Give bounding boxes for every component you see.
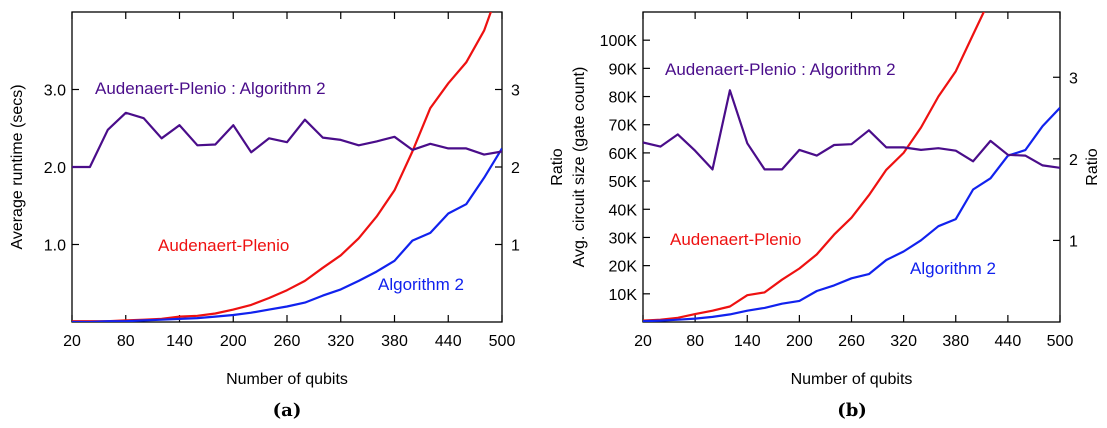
y-tick-label: 70K (609, 118, 638, 135)
audenaert-plenio-series-line (72, 12, 492, 322)
label-audenaert-plenio: Audenaert-Plenio (158, 236, 289, 255)
x-tick-label: 80 (686, 333, 704, 350)
x-tick-label: 140 (166, 333, 193, 350)
y2-tick-label: 1 (1069, 233, 1078, 250)
x-tick-label: 320 (327, 333, 354, 350)
x-tick-label: 260 (274, 333, 301, 350)
y2-tick-label: 2 (1069, 152, 1078, 169)
y2-tick-label: 1 (511, 238, 520, 255)
y-tick-label: 80K (609, 90, 638, 107)
ratio-series-line (643, 89, 1060, 171)
y-axis-title: Avg. circuit size (gate count) (571, 67, 588, 268)
y2-axis-title: Ratio (549, 148, 566, 185)
x-tick-label: 80 (117, 333, 135, 350)
x-axis-title: Number of qubits (791, 371, 913, 388)
y-tick-label: 2.0 (44, 160, 66, 177)
y2-axis-title: Ratio (1084, 148, 1101, 185)
y-axis-title: Average runtime (secs) (9, 84, 26, 249)
y-tick-label: 10K (609, 287, 638, 304)
chart-b: 20 80 140 200 260 320 380 440 500 10K 20K 30K 40K 50K… (571, 11, 1101, 421)
x-tick-label: 380 (942, 333, 969, 350)
algorithm-2-series-line (72, 147, 502, 322)
x-tick-label: 500 (489, 333, 516, 350)
x-tick-label: 440 (435, 333, 462, 350)
y-tick-label: 50K (609, 174, 638, 191)
audenaert-plenio-series-line (643, 12, 986, 322)
x-axis-title: Number of qubits (226, 371, 348, 388)
y-tick-label: 100K (600, 33, 638, 50)
plot-frame (642, 11, 1061, 323)
y-tick-label: 3.0 (44, 83, 66, 100)
plot-area (643, 12, 1060, 322)
x-tick-label: 200 (786, 333, 813, 350)
y2-tick-label: 3 (511, 83, 520, 100)
y-tick-label: 90K (609, 61, 638, 78)
label-algorithm-2: Algorithm 2 (378, 275, 464, 294)
x-tick-label: 320 (890, 333, 917, 350)
chart-a: 20 80 140 200 260 320 380 440 500 1.0 2.0 3.0 1 2 3 Aud… (9, 11, 566, 421)
x-tick-label: 20 (63, 333, 81, 350)
x-tick-label: 440 (995, 333, 1022, 350)
x-tick-label: 500 (1047, 333, 1074, 350)
y-tick-label: 40K (609, 202, 638, 219)
y2-tick-label: 3 (1069, 70, 1078, 87)
x-tick-label: 260 (838, 333, 865, 350)
label-ratio: Audenaert-Plenio : Algorithm 2 (95, 79, 326, 98)
algorithm-2-series-line (643, 107, 1060, 322)
ratio-series-line (72, 111, 502, 169)
panel-caption: (a) (273, 400, 302, 421)
label-ratio: Audenaert-Plenio : Algorithm 2 (665, 60, 896, 79)
x-tick-label: 140 (734, 333, 761, 350)
label-algorithm-2: Algorithm 2 (910, 259, 996, 278)
y2-tick-label: 2 (511, 160, 520, 177)
label-audenaert-plenio: Audenaert-Plenio (670, 230, 801, 249)
x-tick-label: 200 (220, 333, 247, 350)
x-tick-label: 20 (634, 333, 652, 350)
x-tick-label: 380 (381, 333, 408, 350)
y-tick-label: 60K (609, 146, 638, 163)
y-tick-label: 1.0 (44, 238, 66, 255)
y-tick-label: 30K (609, 230, 638, 247)
y-tick-label: 20K (609, 259, 638, 276)
plot-area (72, 12, 502, 322)
panel-caption: (b) (837, 400, 867, 421)
